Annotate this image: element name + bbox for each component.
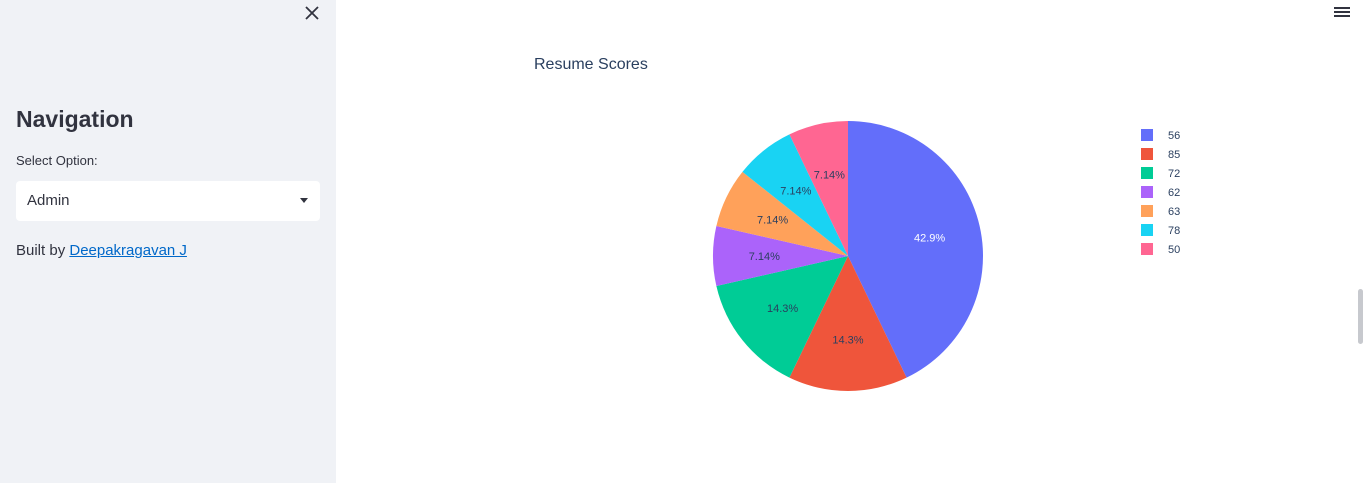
slice-percent-label: 14.3%	[767, 303, 798, 315]
slice-percent-label: 42.9%	[914, 232, 945, 244]
legend-item-56[interactable]: 56	[1141, 129, 1180, 142]
pie-slice-62[interactable]	[713, 225, 848, 287]
legend-label[interactable]: 62	[1168, 187, 1180, 199]
legend-item-63[interactable]: 63	[1141, 205, 1180, 218]
pie-chart: 42.9%14.3%14.3%7.14%7.14%7.14%7.14% 5685…	[713, 121, 1180, 391]
legend-item-72[interactable]: 72	[1141, 167, 1180, 180]
pie-slice-50[interactable]	[789, 121, 848, 256]
hamburger-menu-icon[interactable]	[1334, 5, 1350, 19]
legend-item-85[interactable]: 85	[1141, 148, 1180, 161]
select-option-label: Select Option:	[16, 153, 98, 168]
built-by-text: Built by Deepakragavan J	[16, 241, 187, 261]
slice-percent-label: 7.14%	[780, 186, 811, 198]
legend-swatch[interactable]	[1141, 186, 1153, 198]
close-icon[interactable]	[305, 6, 319, 20]
legend-swatch[interactable]	[1141, 205, 1153, 217]
legend-label[interactable]: 85	[1168, 149, 1180, 161]
legend-swatch[interactable]	[1141, 224, 1153, 236]
legend-label[interactable]: 50	[1168, 244, 1180, 256]
chart-title: Resume Scores	[534, 56, 648, 73]
select-value[interactable]: Admin	[27, 192, 70, 209]
legend-label[interactable]: 78	[1168, 225, 1180, 237]
scrollbar-thumb[interactable]	[1358, 289, 1363, 344]
legend-label[interactable]: 63	[1168, 206, 1180, 218]
legend-swatch[interactable]	[1141, 148, 1153, 160]
option-select[interactable]: Admin	[16, 181, 320, 221]
sidebar-title: Navigation	[16, 106, 134, 132]
sidebar: Navigation Select Option: Admin Built by…	[0, 0, 336, 483]
main-content: Resume Scores 42.9% 14.3% 14.3% 7.14% 7.14% 7…	[336, 0, 1364, 483]
pie-slice-78[interactable]	[742, 134, 848, 256]
slice-percent-label: 7.14%	[814, 169, 845, 181]
pie-slice-63[interactable]	[716, 171, 848, 256]
legend-swatch[interactable]	[1141, 243, 1153, 255]
slice-percent-label: 7.14%	[757, 215, 788, 227]
chevron-down-icon[interactable]	[300, 198, 308, 203]
legend-item-50[interactable]: 50	[1141, 243, 1180, 256]
legend-label[interactable]: 56	[1168, 130, 1180, 142]
legend-item-78[interactable]: 78	[1141, 224, 1180, 237]
close-sidebar-button[interactable]	[302, 3, 322, 23]
pie-slice-72[interactable]	[716, 256, 848, 378]
slice-percent-label: 14.3%	[832, 335, 863, 347]
built-by-prefix: Built by	[16, 242, 70, 259]
author-link[interactable]: Deepakragavan J	[69, 242, 187, 259]
pie-slice-85[interactable]	[789, 256, 907, 391]
legend-swatch[interactable]	[1141, 129, 1153, 141]
legend-swatch[interactable]	[1141, 167, 1153, 179]
legend-label[interactable]: 72	[1168, 168, 1180, 180]
legend-item-62[interactable]: 62	[1141, 186, 1180, 199]
slice-percent-label: 7.14%	[749, 251, 780, 263]
pie-slice-56[interactable]	[848, 121, 983, 378]
